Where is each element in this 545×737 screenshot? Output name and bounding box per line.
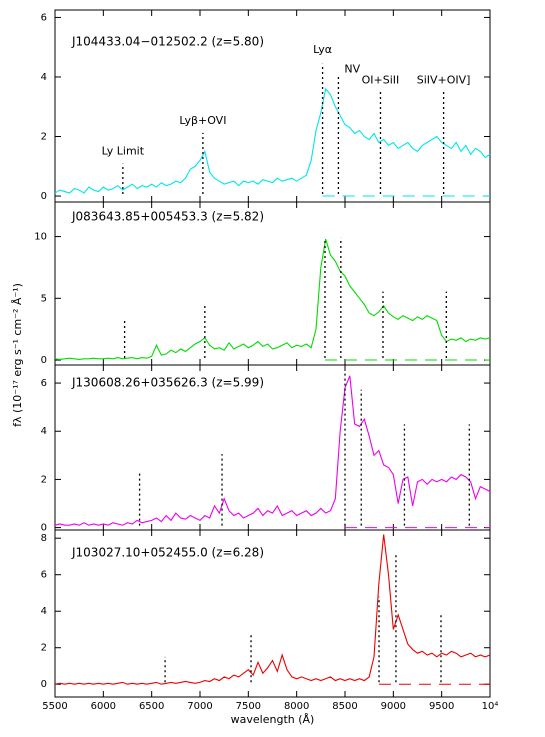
line-label: SiIV+OIV] [417, 74, 471, 87]
spectrum-line [54, 87, 491, 194]
line-label: OI+SiII [362, 74, 400, 87]
panel-title: J130608.26+035626.3 (z=5.99) [71, 376, 264, 390]
y-tick-label: 2 [41, 132, 47, 143]
y-tick-label: 4 [41, 606, 47, 617]
x-tick-label: 5500 [42, 701, 67, 712]
x-tick-label: 9000 [381, 701, 406, 712]
x-axis-label: wavelength (Å) [231, 713, 315, 726]
x-tick-label: 8500 [332, 701, 357, 712]
line-label: Lyα [313, 43, 332, 56]
spectrum-line [54, 238, 491, 360]
x-tick-label: 7500 [236, 701, 261, 712]
panel-frame [54, 529, 491, 698]
x-tick-label: 6500 [139, 701, 164, 712]
y-axis-label: fλ (10⁻¹⁷ erg s⁻¹ cm⁻² Å⁻¹) [11, 283, 24, 427]
y-tick-label: 0 [41, 191, 47, 202]
line-label: Ly Limit [102, 145, 145, 158]
line-label: Lyβ+OVI [179, 114, 226, 127]
y-tick-label: 0 [41, 355, 47, 366]
y-tick-label: 0 [41, 679, 47, 690]
y-tick-label: 10 [34, 232, 47, 243]
y-tick-label: 0 [41, 523, 47, 534]
y-tick-label: 6 [41, 570, 47, 581]
panel-title: J083643.85+005453.3 (z=5.82) [71, 210, 264, 224]
x-tick-label: 9500 [429, 701, 454, 712]
x-tick-label: 6000 [91, 701, 116, 712]
spectrum-line [54, 534, 491, 685]
panel-frame [54, 201, 491, 366]
x-tick-label: 8000 [284, 701, 309, 712]
panel-title: J104433.04−012502.2 (z=5.80) [71, 35, 264, 49]
y-tick-label: 4 [41, 426, 47, 437]
spectrum-line [54, 375, 491, 526]
x-tick-label: 10⁴ [482, 701, 499, 712]
panel-frame [54, 364, 491, 531]
x-tick-label: 7000 [187, 701, 212, 712]
y-tick-label: 5 [41, 293, 47, 304]
y-tick-label: 8 [41, 533, 47, 544]
panel-title: J103027.10+052455.0 (z=6.28) [71, 546, 264, 560]
y-tick-label: 6 [41, 12, 47, 23]
y-tick-label: 4 [41, 72, 47, 83]
line-label: NV [344, 62, 360, 75]
y-tick-label: 6 [41, 378, 47, 389]
y-tick-label: 2 [41, 474, 47, 485]
y-tick-label: 2 [41, 643, 47, 654]
